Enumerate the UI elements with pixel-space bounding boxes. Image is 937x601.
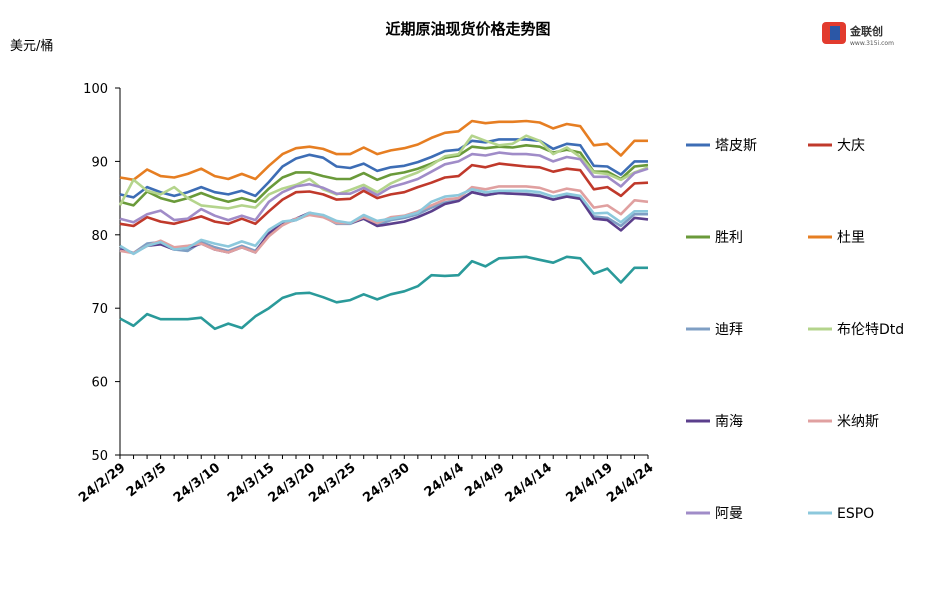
y-tick-label: 80 xyxy=(91,229,108,244)
y-tick-label: 70 xyxy=(91,302,108,317)
series-line-阿曼 xyxy=(119,151,649,224)
legend-item: 大庆 xyxy=(808,138,865,154)
x-tick-label: 24/3/5 xyxy=(124,460,169,500)
legend-label: 布伦特Dtd xyxy=(837,322,904,338)
legend-label: 塔皮斯 xyxy=(715,138,757,154)
series-line-塔皮斯 xyxy=(119,138,648,199)
x-tick-label: 24/2/29 xyxy=(76,460,128,506)
y-tick-label: 100 xyxy=(83,82,108,97)
legend-item: 胜利 xyxy=(686,230,743,246)
legend-item: 迪拜 xyxy=(686,322,743,338)
series-line-杜里 xyxy=(119,119,648,182)
legend-item: 布伦特Dtd xyxy=(808,322,904,338)
legend-item: 米纳斯 xyxy=(808,414,879,430)
legend-label: 迪拜 xyxy=(715,322,743,338)
x-tick-label: 24/4/14 xyxy=(503,460,555,506)
legend-item: 南海 xyxy=(686,414,743,430)
legend-item: 阿曼 xyxy=(686,506,743,522)
x-tick-label: 24/4/9 xyxy=(462,460,507,500)
legend-item: 塔皮斯 xyxy=(686,138,757,154)
legend-label: ESPO xyxy=(837,506,874,522)
brand-logo: 金联创 www.315i.com xyxy=(822,22,894,47)
series-line-unnamed xyxy=(119,255,648,331)
y-axis-unit-label: 美元/桶 xyxy=(10,39,53,54)
y-tick-label: 60 xyxy=(91,376,108,391)
legend-label: 米纳斯 xyxy=(837,414,879,430)
legend-label: 胜利 xyxy=(715,230,743,246)
chart-title: 近期原油现货价格走势图 xyxy=(385,20,550,38)
logo-subtext: www.315i.com xyxy=(850,40,894,47)
legend-item: 杜里 xyxy=(808,230,865,246)
x-tick-label: 24/3/10 xyxy=(171,460,223,506)
y-tick-label: 50 xyxy=(91,449,108,464)
series-line-ESPO xyxy=(119,188,648,256)
legend-label: 阿曼 xyxy=(715,506,743,522)
legend-label: 南海 xyxy=(715,414,743,430)
legend-item: ESPO xyxy=(808,506,874,522)
y-tick-label: 90 xyxy=(91,155,108,170)
x-tick-label: 24/4/4 xyxy=(422,460,467,500)
legend-label: 杜里 xyxy=(837,230,865,246)
x-tick-label: 24/3/30 xyxy=(360,460,412,506)
series-line-布伦特Dtd xyxy=(118,134,649,210)
series-line-大庆 xyxy=(119,162,649,228)
legend-label: 大庆 xyxy=(837,138,865,154)
logo-text: 金联创 xyxy=(849,24,883,38)
